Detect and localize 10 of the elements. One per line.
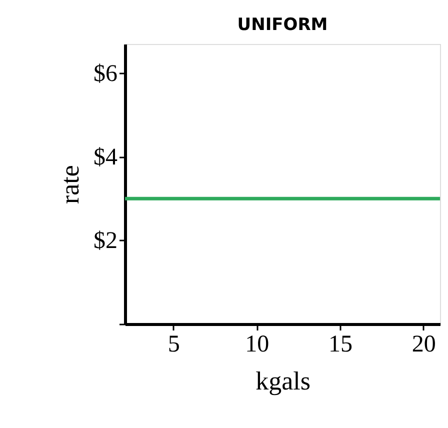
- x-tick-label: 10: [245, 332, 270, 358]
- y-tick-label: $6: [94, 60, 118, 87]
- x-tick-label: 5: [168, 332, 180, 358]
- y-axis-title: rate: [56, 165, 84, 204]
- x-tick-label: 20: [412, 332, 436, 358]
- y-tick-label: $2: [94, 228, 118, 254]
- chart-title: UNIFORM: [237, 15, 328, 35]
- y-tick-label: $4: [94, 144, 118, 170]
- x-tick-label: 15: [328, 332, 352, 358]
- x-axis-title: kgals: [256, 366, 310, 396]
